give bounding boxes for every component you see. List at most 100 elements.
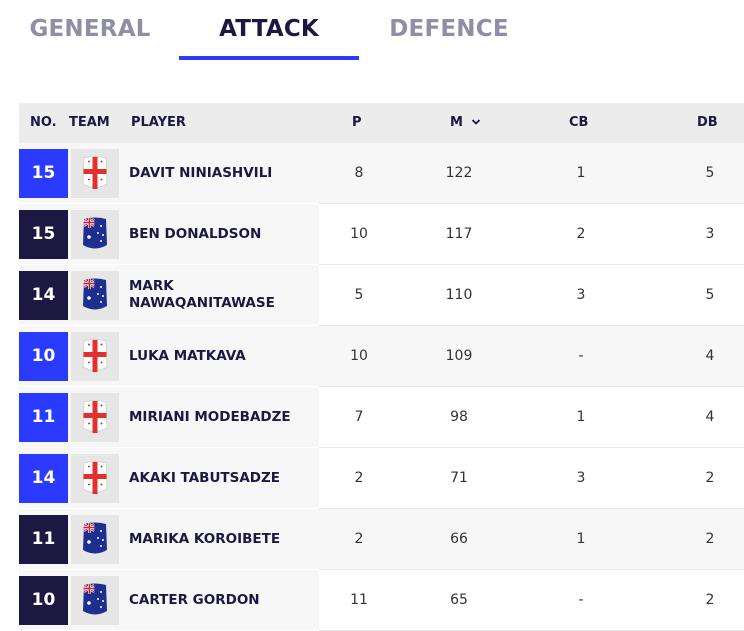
team-flag [71,454,119,503]
jersey-number: 15 [19,149,68,198]
stat-p: 8 [354,165,364,181]
stat-db: 5 [705,165,715,181]
row-divider [319,325,744,326]
row-divider [319,203,744,204]
row-background [19,204,319,264]
row-background [19,509,319,569]
stats-tabs: GENERAL ATTACK DEFENCE [0,0,744,62]
stat-db: 2 [705,531,715,547]
jersey-number: 14 [19,454,68,503]
australia-flag-icon [83,278,107,310]
table-row[interactable]: 10 LUKA MATKAVA 10 109 - 4 [19,326,744,387]
stat-m: 98 [450,409,468,425]
header-cb[interactable]: CB [569,115,589,130]
row-background [19,265,319,325]
row-background [19,448,319,508]
stat-cb: - [578,592,584,608]
player-name-text: MARK NAWAQANITAWASE [129,278,275,311]
row-background-right [319,143,744,203]
row-divider [319,569,744,570]
row-background [19,387,319,447]
australia-flag-icon [83,217,107,249]
chevron-down-icon[interactable] [471,118,481,126]
stat-cb: 3 [576,287,586,303]
table-row[interactable]: 15 BEN DONALDSON 10 117 2 3 [19,204,744,265]
stat-m: 109 [445,348,473,364]
player-name-text: CARTER GORDON [129,591,260,608]
stat-db: 4 [705,348,715,364]
stat-cb: - [578,348,584,364]
stat-m: 65 [450,592,468,608]
stat-p: 2 [354,470,364,486]
player-name[interactable]: BEN DONALDSON [129,204,319,264]
table-row[interactable]: 14 MARK NAWAQANITAWASE 5 110 3 5 [19,265,744,326]
team-flag [71,393,119,442]
stat-cb: 1 [576,409,586,425]
player-name-text: BEN DONALDSON [129,225,262,242]
attack-stats-table: NO. TEAM PLAYER P M CB DB 15 DAVIT NINIA… [19,103,744,631]
stat-db: 4 [705,409,715,425]
player-name-text: MIRIANI MODEBADZE [129,408,291,425]
tab-attack[interactable]: ATTACK [219,16,319,42]
tab-defence[interactable]: DEFENCE [389,16,509,42]
row-divider [319,264,744,265]
player-name-text: MARIKA KOROIBETE [129,530,281,547]
stat-db: 2 [705,470,715,486]
jersey-number: 10 [19,332,68,381]
player-name-text: DAVIT NINIASHVILI [129,164,273,181]
row-background [19,326,319,386]
australia-flag-icon [83,522,107,554]
georgia-flag-icon [82,400,108,433]
team-flag [71,515,119,564]
tab-general[interactable]: GENERAL [29,16,151,42]
georgia-flag-icon [82,156,108,189]
team-flag [71,210,119,259]
stat-p: 7 [354,409,364,425]
jersey-number: 14 [19,271,68,320]
georgia-flag-icon [82,461,108,494]
table-row[interactable]: 11 MIRIANI MODEBADZE 7 98 1 4 [19,387,744,448]
header-db[interactable]: DB [697,115,718,130]
player-name[interactable]: MARK NAWAQANITAWASE [129,265,319,325]
row-background [19,570,319,630]
stat-p: 11 [350,592,368,608]
player-name-text: AKAKI TABUTSADZE [129,469,280,486]
table-row[interactable]: 15 DAVIT NINIASHVILI 8 122 1 5 [19,143,744,204]
table-row[interactable]: 11 MARIKA KOROIBETE 2 66 1 2 [19,509,744,570]
jersey-number: 10 [19,576,68,625]
team-flag [71,271,119,320]
row-background-right [319,326,744,386]
player-name[interactable]: AKAKI TABUTSADZE [129,448,319,508]
table-header: NO. TEAM PLAYER P M CB DB [19,103,744,143]
stat-db: 5 [705,287,715,303]
team-flag [71,332,119,381]
stat-m: 110 [445,287,473,303]
header-player: PLAYER [131,115,186,130]
table-row[interactable]: 14 AKAKI TABUTSADZE 2 71 3 2 [19,448,744,509]
row-background-right [319,509,744,569]
stat-m: 117 [445,226,473,242]
active-tab-indicator [179,56,359,60]
row-divider [319,508,744,509]
jersey-number: 11 [19,393,68,442]
header-no: NO. [30,115,57,130]
georgia-flag-icon [82,339,108,372]
player-name-text: LUKA MATKAVA [129,347,246,364]
header-p[interactable]: P [352,115,362,130]
player-name[interactable]: LUKA MATKAVA [129,326,319,386]
stat-p: 10 [350,226,368,242]
player-name[interactable]: MARIKA KOROIBETE [129,509,319,569]
player-name[interactable]: MIRIANI MODEBADZE [129,387,319,447]
player-name[interactable]: DAVIT NINIASHVILI [129,143,319,203]
table-row[interactable]: 10 CARTER GORDON 11 65 - 2 [19,570,744,631]
stat-cb: 2 [576,226,586,242]
player-name[interactable]: CARTER GORDON [129,570,319,630]
header-team: TEAM [69,115,110,130]
table-body: 15 DAVIT NINIASHVILI 8 1 2 2 1 5 15 BEN DO… [19,143,744,631]
stat-p: 5 [354,287,364,303]
jersey-number: 15 [19,210,68,259]
stat-cb: 1 [576,165,586,181]
row-background [19,143,319,203]
header-m[interactable]: M [450,115,463,130]
australia-flag-icon [83,583,107,615]
